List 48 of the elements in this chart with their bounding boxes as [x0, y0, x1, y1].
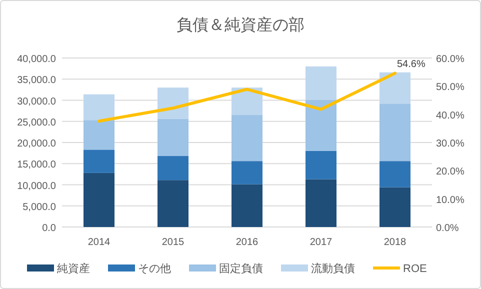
y-tick-label: 15,000.0: [17, 160, 56, 171]
y-tick-label: 5,000.0: [22, 202, 56, 213]
y2-tick-label: 20.0%: [436, 166, 464, 178]
x-tick-label: 2016: [236, 237, 259, 248]
x-tick-label: 2014: [88, 237, 111, 248]
bar: [380, 72, 410, 104]
y2-tick-label: 40.0%: [436, 110, 464, 122]
bar: [306, 150, 336, 180]
bar: [84, 172, 114, 227]
legend-label: 純資産: [57, 262, 90, 275]
y2-tick-label: 30.0%: [436, 138, 464, 150]
y2-tick-label: 50.0%: [436, 82, 464, 94]
data-label: 54.6%: [397, 59, 426, 70]
bar: [306, 179, 336, 227]
bar: [380, 104, 410, 162]
x-tick-label: 2018: [384, 237, 407, 248]
y-tick-label: 30,000.0: [17, 96, 56, 108]
bar: [232, 161, 262, 184]
y-tick-label: 35,000.0: [17, 75, 56, 86]
bar: [380, 187, 410, 227]
x-tick-label: 2017: [310, 237, 333, 248]
bar: [158, 180, 188, 227]
legend-label: ROE: [403, 263, 427, 275]
y2-tick-label: 0.0%: [436, 223, 459, 234]
bar: [84, 94, 114, 120]
bar: [380, 161, 410, 188]
legend-label: 固定負債: [219, 262, 263, 275]
bar: [306, 66, 336, 100]
y2-tick-label: 10.0%: [436, 194, 464, 206]
bar: [232, 115, 262, 162]
bar: [232, 184, 262, 227]
legend-label: 流動負債: [311, 262, 355, 275]
bar: [306, 100, 336, 151]
bar: [158, 88, 188, 119]
x-tick-label: 2015: [162, 237, 185, 248]
bar: [158, 118, 188, 156]
line-series: [98, 72, 396, 123]
y-tick-label: 40,000.0: [17, 54, 56, 65]
y-tick-label: 0.0: [42, 223, 56, 234]
y-tick-label: 10,000.0: [17, 180, 56, 192]
y-tick-label: 20,000.0: [17, 138, 56, 150]
y2-tick-label: 60.0%: [436, 54, 464, 65]
y-tick-label: 25,000.0: [17, 117, 56, 128]
bar: [158, 156, 188, 180]
chart-title: 負債＆純資産の部: [176, 16, 304, 34]
bar: [84, 150, 114, 173]
bar: [84, 120, 114, 150]
legend-label: その他: [138, 263, 171, 275]
